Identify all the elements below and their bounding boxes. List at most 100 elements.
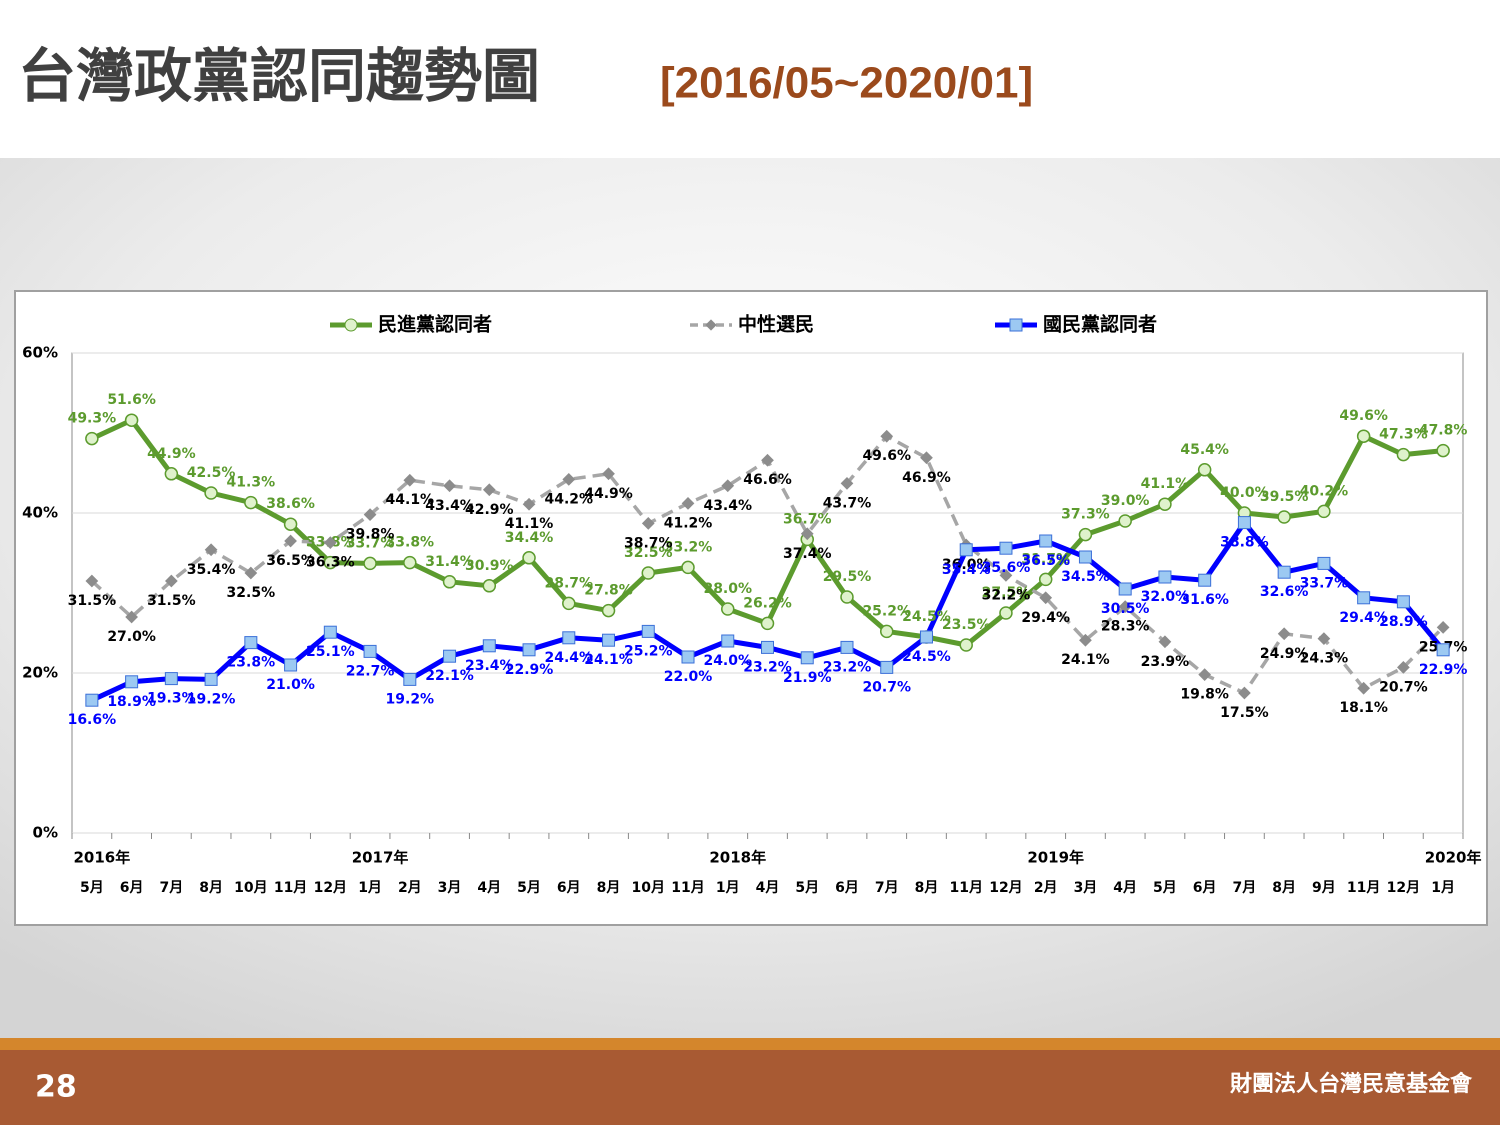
legend-label: 國民黨認同者 xyxy=(1043,313,1157,336)
data-label: 24.5% xyxy=(902,649,951,665)
y-tick-label: 0% xyxy=(33,824,58,842)
data-label: 36.0% xyxy=(942,557,991,573)
data-label: 24.1% xyxy=(584,652,633,668)
point xyxy=(85,431,99,446)
point xyxy=(164,672,178,686)
data-label: 23.9% xyxy=(1141,654,1190,670)
slide-subtitle: [2016/05~2020/01] xyxy=(660,59,1033,108)
x-tick-label: 1月 xyxy=(358,880,382,896)
point xyxy=(244,495,258,510)
data-label: 32.5% xyxy=(624,545,673,561)
plot-area xyxy=(71,352,1464,834)
point xyxy=(959,543,973,557)
data-label: 24.9% xyxy=(1260,646,1309,662)
data-label: 35.6% xyxy=(982,560,1031,576)
data-label: 37.3% xyxy=(1061,507,1110,523)
point xyxy=(1118,582,1132,596)
data-label: 34.4% xyxy=(505,530,554,546)
x-tick-label: 7月 xyxy=(875,880,899,896)
x-tick-label: 7月 xyxy=(1233,880,1257,896)
data-label: 44.9% xyxy=(584,486,633,502)
data-label: 46.9% xyxy=(902,470,951,486)
data-label: 31.4% xyxy=(425,554,474,570)
year-label: 2019年 xyxy=(1027,849,1084,867)
x-tick-label: 10月 xyxy=(632,880,665,896)
data-label: 24.4% xyxy=(544,650,593,666)
data-label: 43.4% xyxy=(425,498,474,514)
data-label: 32.5% xyxy=(227,585,276,601)
point xyxy=(721,634,735,648)
legend-label: 中性選民 xyxy=(738,313,814,336)
x-tick-label: 11月 xyxy=(274,880,307,896)
legend-marker xyxy=(1009,318,1023,332)
x-tick-label: 8月 xyxy=(597,880,621,896)
data-label: 22.1% xyxy=(425,668,474,684)
point xyxy=(681,560,695,575)
data-label: 40.2% xyxy=(1300,483,1349,499)
x-tick-label: 10月 xyxy=(234,880,267,896)
x-tick-label: 9月 xyxy=(1312,880,1336,896)
footer-bar xyxy=(0,1050,1500,1125)
point xyxy=(1277,565,1291,579)
data-label: 44.2% xyxy=(544,491,593,507)
data-label: 35.4% xyxy=(187,562,236,578)
x-tick-label: 6月 xyxy=(835,880,859,896)
x-tick-label: 2月 xyxy=(1034,880,1058,896)
data-label: 43.7% xyxy=(823,495,872,511)
data-label: 30.5% xyxy=(1101,601,1150,617)
point xyxy=(840,590,854,604)
data-label: 49.3% xyxy=(68,411,117,427)
data-label: 32.0% xyxy=(1141,589,1190,605)
point xyxy=(721,602,735,616)
data-label: 44.1% xyxy=(386,492,435,508)
data-label: 39.8% xyxy=(346,527,395,543)
x-tick-label: 12月 xyxy=(314,880,347,896)
point xyxy=(641,624,655,638)
point xyxy=(999,541,1013,555)
data-label: 39.5% xyxy=(1260,489,1309,505)
data-label: 21.0% xyxy=(266,677,315,693)
data-label: 26.2% xyxy=(743,595,792,611)
data-label: 37.4% xyxy=(783,546,832,562)
data-label: 28.0% xyxy=(703,581,752,597)
point xyxy=(522,643,536,657)
footer-stripe xyxy=(0,1038,1500,1050)
legend-marker xyxy=(344,318,358,332)
data-label: 31.5% xyxy=(68,593,117,609)
data-label: 33.7% xyxy=(1300,575,1349,591)
data-label: 19.3% xyxy=(147,691,196,707)
data-label: 29.4% xyxy=(1339,610,1388,626)
point xyxy=(760,616,775,631)
x-tick-label: 5月 xyxy=(795,880,819,896)
data-label: 34.5% xyxy=(1061,569,1110,585)
x-tick-label: 6月 xyxy=(1193,880,1217,896)
point xyxy=(1436,643,1450,657)
data-label: 47.8% xyxy=(1419,423,1468,439)
point xyxy=(562,631,576,645)
data-label: 36.3% xyxy=(306,555,355,571)
point xyxy=(522,551,536,565)
point xyxy=(1158,497,1172,511)
point xyxy=(1078,527,1093,542)
x-tick-label: 4月 xyxy=(756,880,780,896)
point xyxy=(363,556,377,571)
x-tick-label: 5月 xyxy=(517,880,541,896)
point xyxy=(1317,556,1331,570)
point xyxy=(1317,504,1331,519)
data-label: 29.4% xyxy=(1021,610,1070,626)
data-label: 21.9% xyxy=(783,670,832,686)
year-label: 2018年 xyxy=(709,849,766,867)
data-label: 23.4% xyxy=(465,658,514,674)
point xyxy=(601,603,616,618)
data-label: 25.2% xyxy=(862,603,911,619)
point xyxy=(879,624,894,639)
data-label: 23.2% xyxy=(823,659,872,675)
x-tick-label: 12月 xyxy=(1387,880,1420,896)
data-label: 18.9% xyxy=(107,694,156,710)
legend-label: 民進黨認同者 xyxy=(378,313,492,336)
x-tick-label: 7月 xyxy=(159,880,183,896)
point xyxy=(1038,572,1053,587)
year-label: 2016年 xyxy=(73,849,130,867)
data-label: 46.6% xyxy=(743,472,792,488)
data-label: 22.0% xyxy=(664,669,713,685)
